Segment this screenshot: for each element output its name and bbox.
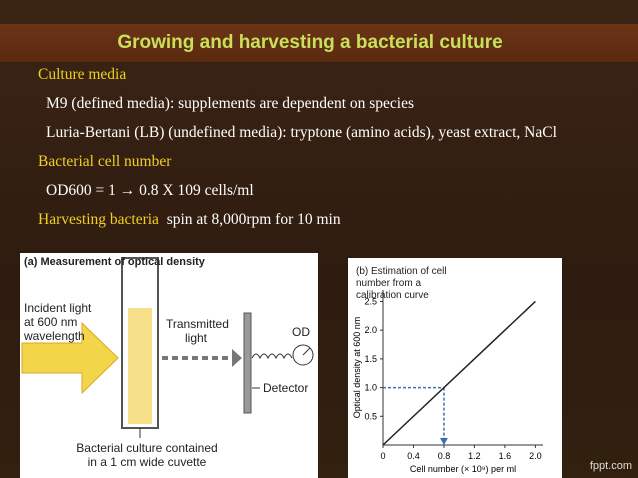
- y-tick-label: 2.5: [364, 296, 377, 306]
- incident-arrow: [21, 321, 119, 395]
- x-tick-label: 1.2: [468, 451, 481, 461]
- coil: [251, 353, 293, 360]
- incident-label: Incident light at 600 nm wavelength: [24, 301, 92, 343]
- x-tick-label: 0.4: [407, 451, 420, 461]
- figure-b: (b) Estimation of cell number from a cal…: [348, 258, 562, 478]
- slide-title: Growing and harvesting a bacterial cultu…: [117, 32, 503, 53]
- calibration-line: [382, 300, 536, 446]
- guide-arrowhead: [439, 438, 448, 445]
- cuvette-label: Bacterial culture contained in a 1 cm wi…: [76, 441, 218, 469]
- od-needle: [302, 347, 311, 356]
- title-banner: [0, 24, 638, 62]
- x-tick-label: 1.6: [499, 451, 512, 461]
- transmitted-label: Transmitted light: [166, 317, 229, 345]
- y-tick-label: 2.0: [364, 325, 377, 335]
- y-tick-label: 1.5: [364, 354, 377, 364]
- chart-title: (b) Estimation of cell number from a cal…: [356, 266, 447, 301]
- figure-title: (a) Measurement of optical density: [24, 256, 205, 268]
- detector-label: Detector: [263, 381, 309, 395]
- detector: [243, 312, 252, 414]
- arrowhead: [232, 349, 242, 367]
- body-line: Culture media: [38, 66, 127, 83]
- body-line: OD600 = 1 → 0.8 X 109 cells/ml: [46, 182, 254, 199]
- y-axis-label: Optical density at 600 nm: [352, 317, 362, 419]
- harvest-text: spin at 8,000rpm for 10 min: [166, 211, 341, 228]
- culture: [128, 308, 152, 424]
- harvest-line: Harvesting bacteria spin at 8,000rpm for…: [38, 211, 341, 229]
- y-tick-label: 1.0: [364, 383, 377, 393]
- x-axis-label: Cell number (× 10⁹) per ml: [410, 464, 516, 474]
- figure-a-drawing: [21, 257, 314, 438]
- od-label: OD: [292, 325, 310, 339]
- chart: 0 0.4 0.8 1.2 1.6 2.0 0.5 1.0 1.5 2.0 2.5 Cell numb…: [352, 290, 543, 474]
- body-line: Luria-Bertani (LB) (undefined media): tr…: [46, 124, 557, 141]
- x-tick-label: 0.8: [438, 451, 451, 461]
- x-tick-label: 2.0: [529, 451, 542, 461]
- body-line: M9 (defined media): supplements are depe…: [46, 95, 415, 112]
- figure-a: (a) Measurement of optical density Incid…: [20, 253, 318, 478]
- harvest-heading: Harvesting bacteria: [38, 211, 159, 228]
- body-line: Bacterial cell number: [38, 153, 172, 170]
- y-tick-label: 0.5: [364, 411, 377, 421]
- watermark: fppt.com: [589, 460, 632, 472]
- x-tick-label: 0: [380, 451, 385, 461]
